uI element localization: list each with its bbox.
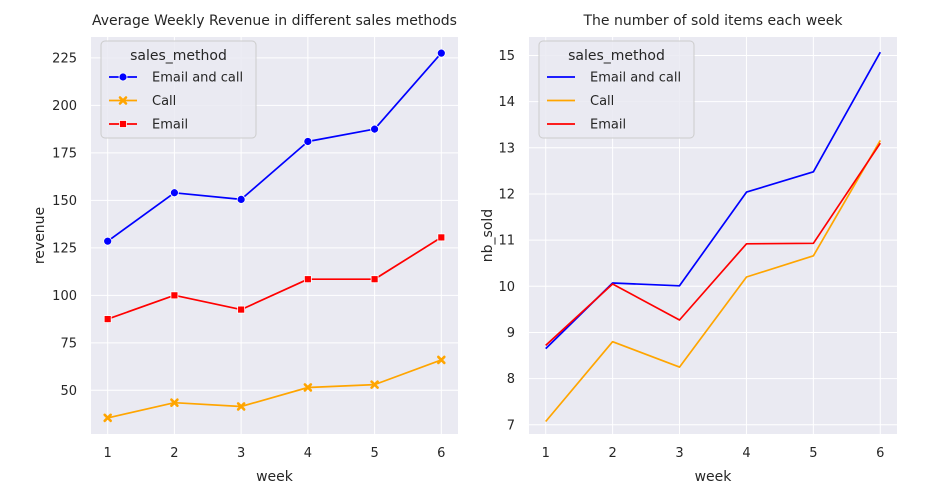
data-point: [170, 188, 179, 198]
y-tick-label: 12: [498, 187, 515, 202]
x-tick-label: 5: [809, 446, 817, 461]
series-line: [107, 359, 442, 419]
y-axis-label: revenue: [32, 207, 48, 264]
data-point: [170, 398, 179, 407]
x-tick-label: 2: [170, 446, 178, 461]
y-tick-label: 200: [52, 99, 77, 114]
legend-label: Email: [152, 118, 188, 133]
y-tick-label: 15: [498, 49, 515, 64]
series-line: [545, 142, 882, 347]
x-axis-label: week: [695, 469, 733, 485]
data-point: [437, 233, 446, 242]
chart-title: Average Weekly Revenue in different sale…: [92, 13, 457, 29]
series-line: [545, 139, 882, 423]
data-point: [437, 355, 446, 365]
y-tick-label: 10: [498, 280, 515, 295]
data-point: [236, 402, 246, 411]
y-tick-label: 50: [60, 384, 77, 399]
series-lines: [545, 51, 882, 423]
data-point: [303, 137, 313, 146]
data-point: [303, 383, 313, 392]
y-tick-label: 150: [52, 194, 77, 209]
x-tick-label: 5: [370, 446, 378, 461]
x-tick-label: 4: [304, 446, 312, 461]
series-lines: [107, 52, 442, 419]
x-tick-label: 6: [876, 446, 884, 461]
legend-label: Email and call: [590, 71, 681, 86]
legend-title: sales_method: [568, 48, 665, 64]
x-axis-label: week: [256, 469, 294, 485]
chart-title: The number of sold items each week: [583, 13, 844, 29]
legend-swatch-marker: [118, 72, 128, 82]
y-tick-labels: 7 8 9 10 11 12 13 14 15: [498, 49, 515, 433]
y-axis-label: nb_sold: [480, 209, 496, 262]
x-tick-label: 1: [104, 446, 112, 461]
x-tick-labels: 1 2 3 4 5 6: [542, 446, 885, 461]
legend-items: Email and call Call Email: [109, 71, 243, 133]
data-point: [103, 315, 112, 323]
data-point: [370, 124, 379, 134]
x-tick-label: 3: [237, 446, 245, 461]
x-tick-labels: 1 2 3 4 5 6: [104, 446, 446, 461]
data-point: [103, 236, 113, 246]
y-tick-label: 14: [498, 95, 515, 110]
x-tick-label: 3: [675, 446, 683, 461]
y-tick-label: 8: [507, 372, 515, 387]
legend-box: [100, 40, 257, 139]
legend-swatch-marker: [119, 120, 127, 128]
legend-box: [538, 40, 695, 139]
legend-label: Email: [590, 118, 626, 133]
y-tick-label: 13: [498, 141, 515, 156]
x-tick-label: 1: [542, 446, 550, 461]
y-tick-label: 11: [498, 234, 515, 249]
x-tick-label: 6: [437, 446, 445, 461]
y-tick-label: 225: [52, 51, 77, 66]
legend-label: Call: [152, 94, 176, 109]
data-point: [303, 275, 312, 284]
series-line: [107, 52, 442, 242]
y-tick-labels: 50 75 100 125 150 175 200 225: [52, 51, 77, 398]
data-point: [237, 305, 246, 314]
y-tick-label: 75: [60, 336, 77, 351]
series-markers: [103, 48, 446, 423]
data-point: [103, 413, 112, 423]
data-point: [370, 380, 379, 389]
revenue-chart-panel: 1 2 3 4 5 6 50 75 100 125 150 175 200 225 Average We…: [32, 13, 458, 485]
y-tick-label: 9: [507, 326, 515, 341]
legend-title: sales_method: [130, 48, 227, 64]
data-point: [236, 195, 246, 204]
legend-items: Email and call Call Email: [547, 71, 681, 133]
legend-label: Email and call: [152, 71, 243, 86]
x-tick-label: 2: [608, 446, 616, 461]
series-line: [107, 236, 442, 320]
legend: sales_method Email and call Call Email: [538, 40, 695, 139]
y-tick-label: 125: [52, 241, 77, 256]
data-point: [370, 275, 379, 284]
y-tick-label: 100: [52, 289, 77, 304]
data-point: [170, 291, 179, 300]
legend-label: Call: [590, 94, 614, 109]
legend-swatch-marker: [118, 96, 128, 105]
legend: sales_method Email and call Call Email: [100, 40, 257, 139]
y-tick-label: 7: [507, 418, 515, 433]
x-tick-label: 4: [742, 446, 750, 461]
data-point: [436, 48, 446, 58]
y-tick-label: 175: [52, 146, 77, 161]
